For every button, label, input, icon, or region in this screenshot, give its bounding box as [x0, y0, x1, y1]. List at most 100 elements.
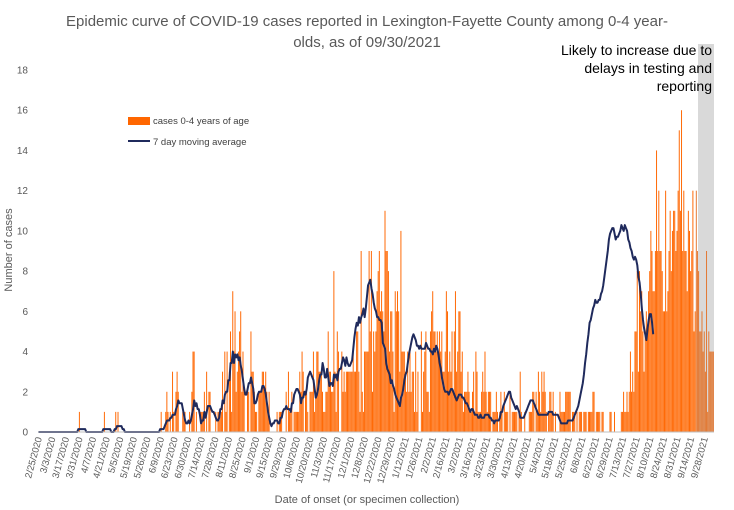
case-bar: [167, 411, 169, 432]
case-bar: [261, 371, 263, 432]
case-bar: [679, 210, 681, 432]
case-bar: [662, 311, 664, 432]
case-bar: [626, 391, 628, 432]
case-bar: [407, 351, 409, 432]
case-bar: [689, 230, 690, 432]
case-bar: [684, 251, 686, 432]
case-bar: [295, 411, 297, 432]
case-bar: [374, 351, 376, 432]
case-bar: [302, 371, 304, 432]
case-bar: [433, 331, 435, 432]
y-tick-label: 0: [22, 428, 28, 439]
case-bar: [464, 391, 466, 432]
case-bar: [326, 391, 328, 432]
case-bar: [195, 411, 197, 432]
case-bar: [470, 411, 472, 432]
case-bar: [224, 351, 226, 432]
case-bar: [177, 391, 179, 432]
case-bar: [243, 391, 245, 432]
case-bar: [299, 371, 301, 432]
case-bar: [425, 331, 427, 432]
case-bar: [215, 411, 217, 432]
case-bar: [457, 351, 459, 432]
case-bar: [219, 411, 221, 432]
case-bar: [708, 331, 710, 432]
case-bar: [644, 331, 646, 432]
case-bar: [367, 351, 369, 432]
case-bar: [514, 411, 516, 432]
case-bar: [381, 291, 383, 432]
case-bar: [329, 371, 331, 432]
case-bar: [382, 311, 384, 432]
case-bar: [391, 311, 393, 432]
case-bar: [369, 331, 371, 432]
case-bar: [579, 411, 581, 432]
case-bar: [394, 291, 396, 432]
case-bar: [567, 391, 569, 432]
case-bar: [356, 331, 358, 432]
case-bar: [703, 331, 705, 432]
case-bar: [711, 351, 713, 432]
case-bar: [173, 411, 175, 432]
legend-label-cases: cases 0-4 years of age: [153, 116, 249, 127]
case-bar: [581, 411, 583, 432]
case-bar: [359, 411, 361, 432]
case-bar: [707, 411, 709, 432]
case-bar: [627, 411, 629, 432]
case-bar: [115, 411, 117, 432]
case-bar: [501, 411, 503, 432]
case-bar: [670, 271, 672, 432]
case-bar: [348, 371, 350, 432]
case-bar: [218, 411, 220, 432]
y-tick-label: 10: [17, 226, 29, 237]
case-bar: [694, 311, 696, 432]
case-bar: [366, 351, 368, 432]
case-bar: [448, 371, 450, 432]
case-bar: [289, 411, 291, 432]
case-bar: [677, 190, 679, 432]
case-bar: [561, 411, 563, 432]
case-bar: [674, 210, 676, 432]
case-bar: [341, 351, 343, 432]
case-bar: [435, 351, 437, 432]
case-bar: [469, 411, 471, 432]
case-bar: [410, 391, 412, 432]
case-bar: [395, 311, 397, 432]
case-bar: [661, 271, 663, 432]
case-bar: [217, 411, 219, 432]
chart-title-line2: olds, as of 09/30/2021: [293, 34, 441, 51]
case-bar: [307, 411, 309, 432]
case-bar: [678, 130, 680, 432]
case-bar: [650, 230, 652, 432]
case-bar: [519, 371, 521, 432]
case-bar: [702, 351, 704, 432]
case-bar: [576, 411, 578, 432]
case-bar: [209, 391, 211, 432]
case-bar: [495, 391, 497, 432]
y-axis-label: Number of cases: [3, 208, 15, 292]
case-bar: [365, 351, 367, 432]
case-bar: [475, 351, 477, 432]
case-bar: [685, 251, 687, 432]
case-bar: [654, 251, 656, 432]
case-bar: [637, 371, 639, 432]
case-bar: [532, 391, 534, 432]
case-bar: [202, 411, 204, 432]
y-axis-ticks: 0 2 4 6 8 10 12 14 16 18: [17, 66, 29, 439]
case-bar: [411, 371, 413, 432]
case-bar: [315, 391, 317, 432]
case-bar: [710, 351, 712, 432]
case-bar: [409, 351, 411, 432]
case-bar: [639, 271, 640, 432]
case-bar: [458, 311, 460, 432]
case-bar: [543, 371, 545, 432]
case-bar: [482, 371, 484, 432]
case-bar: [231, 411, 233, 432]
case-bar: [333, 271, 335, 432]
case-bar: [443, 371, 445, 432]
case-bar: [665, 190, 667, 432]
case-bar: [610, 411, 612, 432]
case-bar: [529, 411, 531, 432]
case-bar: [309, 391, 311, 432]
case-bar: [389, 351, 391, 432]
